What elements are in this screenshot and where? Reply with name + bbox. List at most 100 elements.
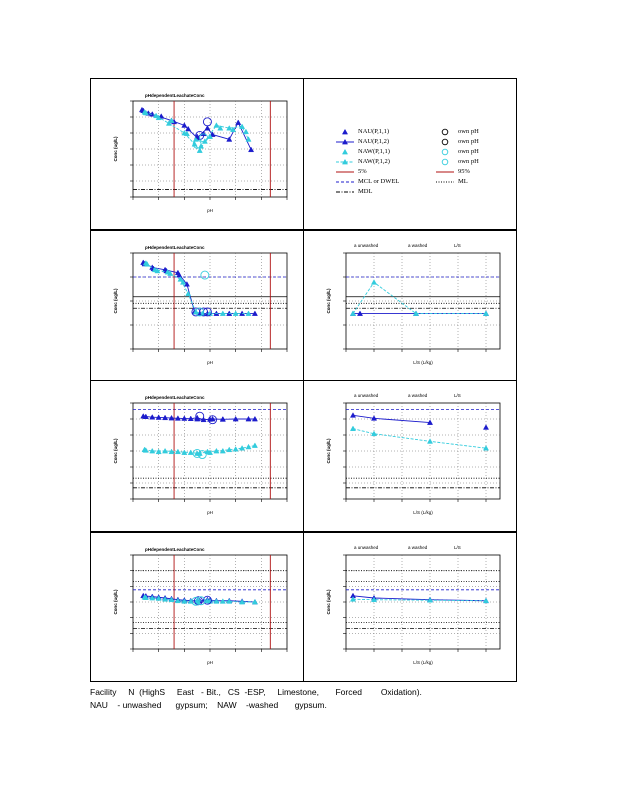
data-point	[370, 430, 378, 437]
data-point	[217, 125, 224, 131]
plot-area	[345, 252, 501, 350]
data-point	[181, 415, 188, 421]
legend-item: NAU(P,1,1)	[334, 127, 424, 137]
swatch-mark	[341, 128, 349, 135]
chart-2: pHdependentLeachateConc pH Conc (ug/L)	[113, 245, 288, 365]
chart-4: pHdependentLeachateConc pH Conc (ug/L)	[113, 547, 288, 665]
data-point	[154, 267, 161, 274]
legend-item-label: own pH	[458, 148, 479, 155]
series-naw-tri	[142, 109, 249, 149]
caption-line-2: NAU - unwashed gypsum; NAW -washed gypsu…	[90, 700, 327, 710]
swatch-mark	[441, 158, 449, 166]
data-point	[138, 106, 146, 113]
legend-item: own pH	[434, 147, 524, 157]
data-point	[149, 414, 156, 420]
data-point	[232, 446, 239, 452]
series-circle-cyan	[195, 270, 210, 317]
data-point	[162, 414, 169, 421]
data-point	[168, 596, 175, 603]
series-nau-tri-only	[482, 424, 490, 430]
data-point	[206, 133, 214, 139]
chart-5: a unwashed a washed L/S L/S (L/kg) Conc (ug/…	[326, 243, 501, 365]
series-nau-line	[349, 412, 434, 425]
legend-label: a unwashed	[354, 545, 379, 550]
data-point	[174, 448, 181, 455]
data-point	[349, 412, 357, 418]
chart-panel-3: pHdependentLeachateConc pH Conc (ug/L)	[90, 380, 304, 532]
own-ph-point	[192, 139, 202, 149]
data-point	[155, 595, 162, 601]
chart-panel-6: a unwashed a washed L/S L/S (L/kg) Conc (ug/…	[303, 380, 517, 532]
data-point	[356, 310, 364, 316]
own-ph-point	[197, 450, 207, 459]
own-ph-point	[195, 411, 205, 421]
legend-item-label: NAW(P,1,2)	[358, 158, 390, 165]
data-point	[168, 414, 175, 421]
data-point	[349, 596, 357, 602]
series-circle-cyan	[192, 133, 209, 149]
data-point	[149, 447, 156, 454]
data-point	[426, 438, 434, 444]
data-point	[213, 122, 220, 128]
own-ph-point	[192, 449, 202, 458]
series-naw-line	[349, 279, 490, 316]
chart-title: pHdependentLeachateConc	[145, 245, 205, 250]
series-naw-line	[142, 259, 252, 316]
data-point	[482, 597, 490, 604]
x-axis-label: L/S (L/kg)	[413, 510, 433, 515]
legend-swatch	[336, 181, 354, 183]
data-point	[226, 136, 233, 142]
data-point	[242, 128, 249, 135]
data-point	[174, 415, 181, 421]
data-point	[251, 415, 258, 422]
y-axis-label: Conc (ug/L)	[326, 438, 331, 463]
legend-swatch	[441, 138, 449, 146]
series-naw-tri	[142, 594, 226, 605]
data-point	[155, 414, 162, 420]
legend-item-label: MCL or DWEL	[358, 178, 400, 185]
data-point	[196, 147, 203, 153]
y-axis-label: Conc (ug/L)	[113, 438, 118, 463]
chart-panel-7: a unwashed a washed L/S L/S (L/kg) Conc (ug/…	[303, 532, 517, 682]
data-point	[176, 271, 183, 278]
legend-item: MDL	[334, 187, 424, 197]
chart-panel-1: pHdependentLeachateConc pH Conc (ug/L)	[90, 78, 304, 230]
swatch-mark	[341, 148, 349, 155]
legend-swatch	[336, 171, 354, 173]
data-point	[142, 594, 149, 600]
data-point	[206, 449, 214, 455]
series-circle-black	[195, 411, 218, 425]
data-point	[245, 415, 252, 422]
legend-item: ML	[434, 177, 524, 187]
series-line	[144, 596, 255, 603]
legend-item: own pH	[434, 157, 524, 167]
legend-label: L/S	[454, 545, 461, 550]
data-point	[162, 596, 169, 602]
data-point	[183, 130, 190, 137]
legend-panel: NAU(P,1,1) own pH NAU(P,1,2) own pH NAW(P,1,…	[303, 78, 517, 230]
data-point	[226, 598, 233, 604]
swatch-mark	[441, 138, 449, 146]
legend-label: L/S	[454, 243, 461, 248]
legend-item-label: NAU(P,1,2)	[358, 138, 390, 145]
legend-label: a washed	[408, 545, 428, 550]
legend-item-label: 5%	[358, 168, 367, 175]
legend-swatch	[341, 128, 349, 135]
series-nau-line	[140, 107, 255, 153]
figure-caption: Facility N (HighS East - Bit., CS -ESP, …	[90, 686, 530, 712]
y-axis-label: Conc (ug/L)	[113, 288, 118, 313]
data-point	[142, 109, 149, 116]
series-line	[145, 262, 249, 314]
chart-3: pHdependentLeachateConc pH Conc (ug/L)	[113, 395, 288, 515]
legend-item-label: MDL	[358, 188, 373, 195]
legend-item: own pH	[434, 137, 524, 147]
data-point	[239, 598, 246, 605]
x-axis-label: pH	[207, 660, 213, 665]
series-line	[143, 415, 255, 421]
data-point	[144, 261, 151, 267]
data-point	[187, 449, 194, 455]
data-point	[180, 279, 187, 285]
x-axis-label: L/S (L/kg)	[413, 660, 433, 665]
legend-swatch	[441, 128, 449, 136]
series-naw-line	[349, 596, 490, 604]
